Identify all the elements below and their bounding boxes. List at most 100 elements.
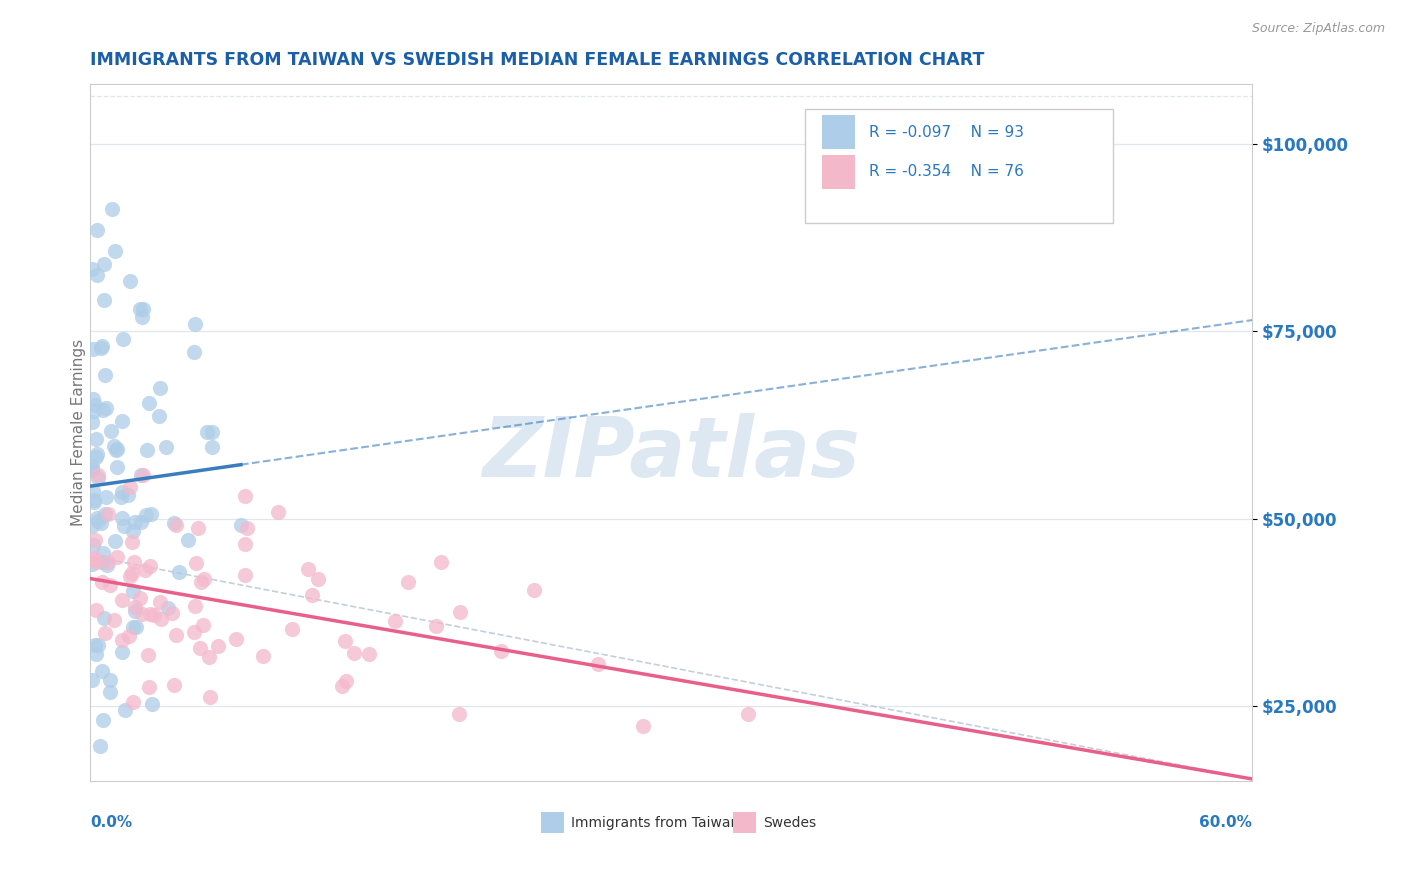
Point <box>86 471 108 485</box>
Point <box>160 606 183 620</box>
Point <box>193 618 215 632</box>
Point <box>737 706 759 721</box>
Point <box>104 534 127 549</box>
Point <box>141 508 163 522</box>
Point <box>94 368 117 382</box>
Point <box>124 515 146 529</box>
Text: R = -0.354    N = 76: R = -0.354 N = 76 <box>869 164 1024 179</box>
Point <box>183 625 205 640</box>
Point <box>129 515 152 529</box>
Point <box>447 706 470 721</box>
Point <box>87 514 110 528</box>
Point <box>165 628 187 642</box>
Point <box>162 516 184 530</box>
Point <box>118 274 141 288</box>
Bar <box>823 115 855 149</box>
Point <box>105 460 128 475</box>
Point <box>118 629 141 643</box>
Point <box>141 697 163 711</box>
Point <box>84 638 107 652</box>
Point <box>186 557 208 571</box>
Point <box>252 648 274 663</box>
Point <box>343 646 366 660</box>
Point <box>87 468 110 483</box>
Point <box>134 563 156 577</box>
Point <box>280 623 302 637</box>
Point <box>84 450 107 464</box>
Point <box>90 556 112 570</box>
Point <box>330 679 353 693</box>
Point <box>80 463 103 477</box>
Point <box>131 607 153 621</box>
Point <box>110 490 132 504</box>
Point <box>93 293 115 307</box>
Bar <box>541 813 564 833</box>
Point <box>201 441 224 455</box>
Point <box>235 521 257 535</box>
Point <box>111 332 134 346</box>
Point <box>83 493 105 508</box>
Point <box>187 521 209 535</box>
Point <box>235 537 257 551</box>
Text: Swedes: Swedes <box>763 815 815 830</box>
Point <box>491 644 513 658</box>
FancyBboxPatch shape <box>804 109 1112 224</box>
Point <box>80 459 103 474</box>
Point <box>83 551 105 566</box>
Point <box>233 567 256 582</box>
Point <box>149 595 172 609</box>
Point <box>86 447 108 461</box>
Point <box>267 505 290 519</box>
Point <box>82 342 104 356</box>
Point <box>121 566 143 581</box>
Point <box>384 614 406 628</box>
Point <box>101 202 124 217</box>
Point <box>120 568 142 582</box>
Point <box>155 440 177 454</box>
Y-axis label: Median Female Earnings: Median Female Earnings <box>72 339 86 526</box>
Point <box>425 619 447 633</box>
Point <box>198 690 221 705</box>
Point <box>129 591 152 606</box>
Bar <box>733 813 756 833</box>
Point <box>83 552 105 566</box>
Point <box>89 739 111 754</box>
Point <box>82 392 104 406</box>
Point <box>429 555 451 569</box>
Text: 60.0%: 60.0% <box>1199 814 1253 830</box>
Point <box>190 574 212 589</box>
Point <box>83 533 105 547</box>
Point <box>111 593 134 607</box>
Point <box>100 425 122 439</box>
Point <box>333 634 356 648</box>
Point <box>142 607 165 622</box>
Point <box>522 583 544 598</box>
Point <box>96 558 118 573</box>
Point <box>103 613 125 627</box>
Point <box>103 439 125 453</box>
Point <box>98 685 121 699</box>
Point <box>96 507 118 521</box>
Point <box>121 584 143 599</box>
Point <box>82 463 104 477</box>
Point <box>93 625 115 640</box>
Point <box>104 244 127 258</box>
Text: 0.0%: 0.0% <box>90 814 132 830</box>
Point <box>131 467 153 482</box>
Bar <box>823 155 855 188</box>
Point <box>136 443 159 458</box>
Point <box>82 484 104 499</box>
Point <box>98 577 121 591</box>
Point <box>94 508 117 522</box>
Point <box>121 524 143 538</box>
Point <box>297 562 319 576</box>
Point <box>86 268 108 282</box>
Point <box>80 261 103 276</box>
Point <box>359 647 381 661</box>
Point <box>110 510 132 524</box>
Point <box>94 490 117 504</box>
Point <box>162 678 184 692</box>
Point <box>96 401 118 415</box>
Point <box>301 588 323 602</box>
Point <box>195 425 218 439</box>
